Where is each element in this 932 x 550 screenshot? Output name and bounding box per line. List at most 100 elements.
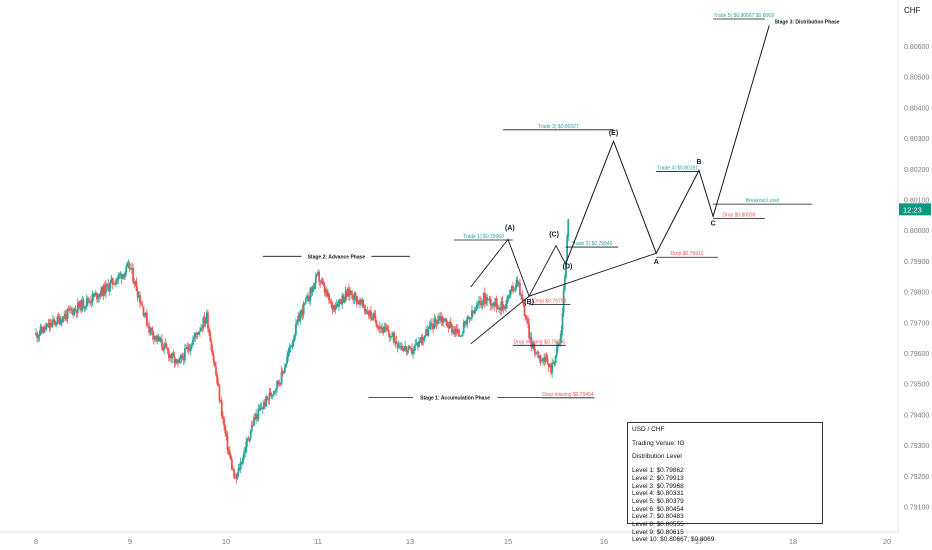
stage-label-bg bbox=[301, 252, 372, 261]
candle-body bbox=[395, 341, 398, 344]
candle-body bbox=[132, 267, 134, 282]
candle-body bbox=[129, 268, 132, 270]
level-label: Trade 4) $0.80191 bbox=[657, 166, 698, 172]
candle-body bbox=[108, 287, 111, 291]
candle-body bbox=[373, 313, 376, 316]
candle-body bbox=[260, 407, 263, 409]
candle-body bbox=[403, 347, 406, 351]
candle-body bbox=[466, 317, 469, 325]
level-label: Drop $0.80038 bbox=[722, 213, 755, 219]
candle-body bbox=[359, 299, 361, 305]
x-tick-label: 10 bbox=[222, 537, 230, 546]
candle-body bbox=[103, 284, 106, 294]
candle-body bbox=[345, 291, 348, 297]
candle-body bbox=[550, 364, 552, 373]
level-label: Trade 5) $0.80667 $0.8069 bbox=[713, 13, 774, 19]
candle-body bbox=[409, 348, 412, 349]
info-level-7: Level 7: $0.80483 bbox=[632, 513, 684, 521]
wave-label: (A) bbox=[505, 225, 515, 232]
y-tick-label: 0.79200 bbox=[904, 474, 929, 481]
candle-body bbox=[301, 309, 304, 315]
candle-body bbox=[555, 347, 558, 356]
candle-body bbox=[234, 477, 237, 479]
x-tick-label: 15 bbox=[504, 537, 512, 546]
candle-body bbox=[105, 283, 107, 294]
candle-body bbox=[402, 348, 404, 351]
candle-body bbox=[523, 304, 526, 316]
candle-body bbox=[383, 326, 386, 333]
candle-body bbox=[432, 325, 435, 329]
wave-label: (E) bbox=[609, 130, 618, 137]
candle-body bbox=[222, 416, 224, 419]
candle-body bbox=[247, 439, 250, 440]
candle-body bbox=[501, 301, 504, 309]
y-tick-label: 0.80500 bbox=[904, 75, 929, 82]
candle-body bbox=[394, 341, 397, 343]
wave-paths bbox=[470, 24, 770, 345]
candle-body bbox=[320, 280, 323, 283]
candle-body bbox=[538, 355, 541, 359]
candle-body bbox=[510, 286, 513, 290]
candle-body bbox=[474, 309, 477, 311]
level-label: Drop missing $0.79606 bbox=[513, 339, 565, 345]
level-label: Drop $0.79912 bbox=[670, 251, 703, 257]
level-label: Drop missing $0.79454 bbox=[542, 392, 594, 398]
candle-body bbox=[293, 335, 296, 340]
candle-body bbox=[177, 360, 179, 364]
candle-body bbox=[307, 295, 309, 302]
candle-body bbox=[563, 277, 566, 290]
candle-body bbox=[371, 317, 373, 320]
candle-body bbox=[242, 458, 244, 464]
candle-body bbox=[226, 435, 229, 450]
candle-body bbox=[267, 398, 270, 400]
candle-body bbox=[201, 327, 204, 329]
candle-body bbox=[134, 281, 137, 285]
candle-body bbox=[259, 407, 262, 410]
candle-body bbox=[552, 362, 555, 364]
candle-body bbox=[530, 337, 533, 348]
candle-body bbox=[382, 328, 385, 333]
candle-body bbox=[35, 332, 37, 335]
candle-body bbox=[517, 282, 520, 285]
candle-body bbox=[471, 310, 473, 318]
candle-body bbox=[63, 316, 66, 319]
candle-body bbox=[327, 293, 329, 296]
candle-body bbox=[101, 287, 104, 296]
candle-body bbox=[173, 356, 176, 364]
candle-body bbox=[554, 355, 557, 364]
candle-body bbox=[118, 274, 121, 276]
candle-body bbox=[306, 295, 308, 299]
candle-body bbox=[149, 327, 152, 333]
candle-body bbox=[438, 315, 440, 320]
candle-body bbox=[229, 455, 232, 460]
candle-body bbox=[339, 299, 341, 301]
candle-body bbox=[548, 364, 551, 367]
candle-body bbox=[253, 417, 255, 426]
candle-body bbox=[271, 394, 274, 396]
candle-body bbox=[97, 297, 99, 299]
candle-body bbox=[524, 315, 527, 319]
candle-body bbox=[542, 358, 544, 360]
y-tick-label: 0.79300 bbox=[904, 443, 929, 450]
candle-body bbox=[455, 329, 458, 333]
info-level-9: Level 9: $0.80615 bbox=[632, 528, 684, 536]
candle-body bbox=[449, 321, 452, 325]
candle-body bbox=[185, 348, 187, 350]
candle-body bbox=[36, 332, 39, 339]
candle-body bbox=[112, 284, 115, 285]
candle-body bbox=[486, 297, 489, 301]
wave-label: (C) bbox=[549, 231, 559, 238]
candle-body bbox=[297, 315, 300, 323]
candle-body bbox=[54, 321, 57, 325]
candle-body bbox=[321, 280, 324, 284]
candle-body bbox=[298, 315, 301, 322]
candle-body bbox=[237, 467, 240, 473]
candle-body bbox=[469, 317, 472, 319]
candle-body bbox=[170, 354, 172, 359]
candle-body bbox=[85, 298, 88, 306]
candle-body bbox=[143, 315, 146, 316]
x-tick-label: 8 bbox=[34, 537, 38, 546]
candle-body bbox=[414, 344, 417, 346]
candle-body bbox=[79, 300, 81, 308]
